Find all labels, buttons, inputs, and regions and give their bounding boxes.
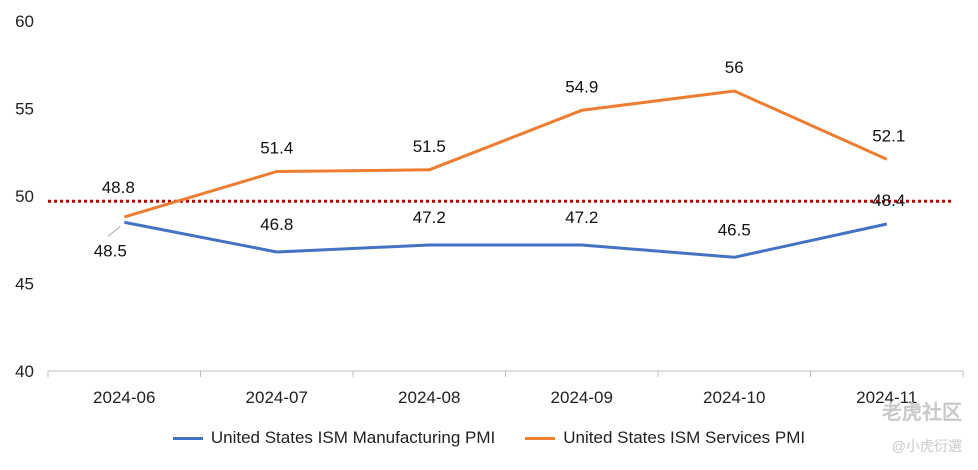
x-tick-label: 2024-09: [551, 388, 613, 407]
data-label-manufacturing: 46.8: [260, 215, 293, 234]
y-tick-label: 60: [15, 12, 34, 31]
data-label-services: 56: [725, 58, 744, 77]
data-label-manufacturing: 48.5: [94, 241, 127, 260]
axes: 2024-06 2024-07 2024-08 2024-09 2024-10 2024-…: [15, 12, 964, 407]
data-label-leader-line: [107, 225, 121, 237]
data-label-services: 52.1: [872, 126, 905, 145]
x-tick-label: 2024-08: [398, 388, 460, 407]
data-label-services: 48.8: [102, 178, 135, 197]
y-tick-label: 45: [15, 275, 34, 294]
data-label-services: 54.9: [565, 77, 598, 96]
data-label-manufacturing: 48.4: [872, 191, 905, 210]
x-tick-label: 2024-06: [93, 388, 155, 407]
x-tick-label: 2024-11: [856, 388, 917, 407]
series-line-manufacturing: [124, 220, 888, 259]
chart-marks: 48.5 46.8 47.2 47.2 46.5 48.4 48.8 51.4 51.5 54.9…: [48, 58, 951, 260]
data-label-services: 51.5: [413, 137, 446, 156]
legend-label-manufacturing: United States ISM Manufacturing PMI: [210, 428, 496, 447]
legend-swatch-manufacturing: [172, 436, 203, 440]
legend: United States ISM Manufacturing PMI Unit…: [0, 428, 978, 448]
legend-swatch-services: [525, 436, 556, 440]
legend-label-services: United States ISM Services PMI: [563, 428, 806, 447]
series-line-services: [123, 89, 888, 219]
data-label-manufacturing: 46.5: [718, 220, 751, 239]
x-tick-label: 2024-10: [703, 388, 765, 407]
legend-item-manufacturing[interactable]: United States ISM Manufacturing PMI: [172, 428, 496, 448]
y-tick-label: 40: [15, 362, 34, 381]
y-tick-label: 55: [15, 100, 34, 119]
legend-item-services[interactable]: United States ISM Services PMI: [525, 428, 805, 448]
y-tick-label: 50: [15, 187, 34, 206]
data-label-manufacturing: 47.2: [413, 208, 446, 227]
data-label-services: 51.4: [260, 139, 293, 158]
data-label-manufacturing: 47.2: [565, 208, 598, 227]
watermark-handle: @小虎衍選: [891, 438, 962, 454]
x-tick-label: 2024-07: [246, 388, 308, 407]
watermark-logo: 老虎社区: [882, 402, 962, 424]
